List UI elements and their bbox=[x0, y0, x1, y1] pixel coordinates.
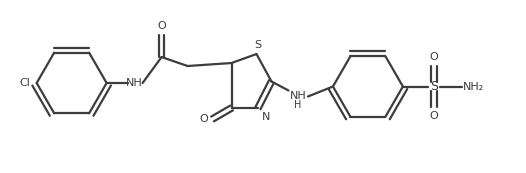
Text: S: S bbox=[430, 80, 438, 93]
Text: O: O bbox=[430, 52, 438, 62]
Text: N: N bbox=[261, 112, 270, 122]
Text: NH₂: NH₂ bbox=[463, 81, 484, 92]
Text: NH: NH bbox=[126, 78, 143, 88]
Text: O: O bbox=[430, 111, 438, 121]
Text: O: O bbox=[200, 114, 208, 124]
Text: Cl: Cl bbox=[20, 78, 31, 88]
Text: O: O bbox=[157, 21, 166, 31]
Text: H: H bbox=[294, 101, 302, 111]
Text: S: S bbox=[255, 40, 261, 50]
Text: NH: NH bbox=[290, 92, 306, 102]
